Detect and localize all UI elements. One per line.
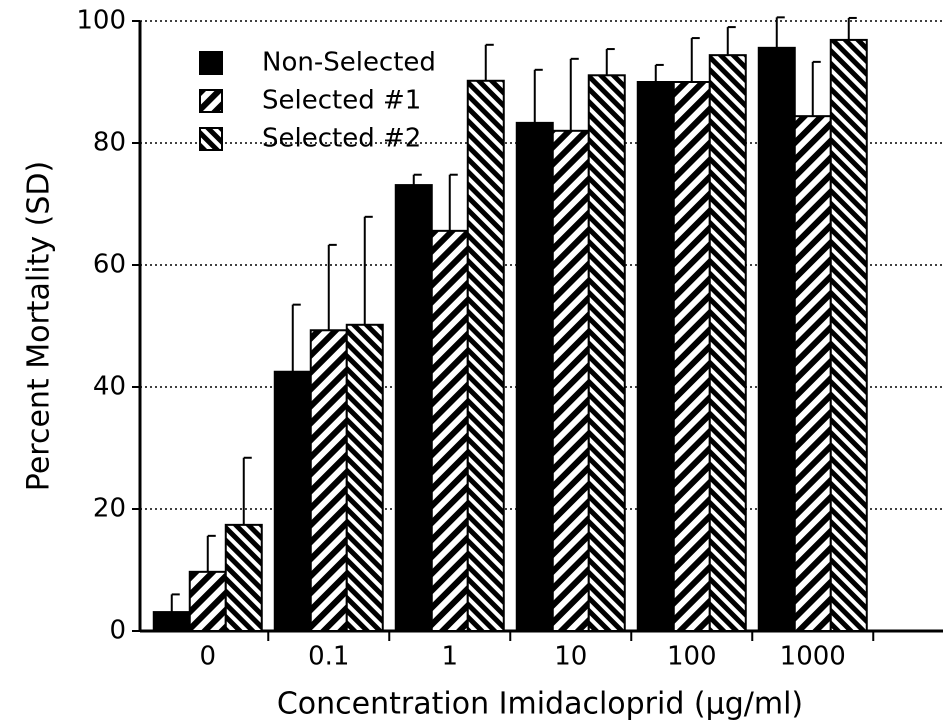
bar xyxy=(587,74,626,633)
bar xyxy=(188,570,227,633)
bar xyxy=(829,38,868,633)
legend-swatch xyxy=(199,89,223,113)
bar xyxy=(273,370,312,632)
legend-label: Non-Selected xyxy=(262,48,436,78)
bar xyxy=(708,54,747,633)
bar xyxy=(551,129,590,633)
y-axis-title: Percent Mortality (SD) xyxy=(22,161,57,491)
bar xyxy=(672,81,711,632)
legend-label: Selected #1 xyxy=(262,86,421,116)
bar xyxy=(152,611,191,633)
bar xyxy=(309,329,348,632)
x-tick-label: 0 xyxy=(199,642,216,672)
bar xyxy=(394,184,433,632)
bar xyxy=(757,46,796,632)
x-tick-label: 100 xyxy=(667,642,717,672)
y-tick-label: 100 xyxy=(76,6,126,36)
x-axis-title: Concentration Imidacloprid (μg/ml) xyxy=(277,687,803,722)
y-tick-label: 0 xyxy=(109,616,126,646)
x-tick-label: 10 xyxy=(554,642,587,672)
bar xyxy=(430,229,469,632)
x-tick-label: 0.1 xyxy=(308,642,349,672)
bar xyxy=(466,79,505,632)
legend-label: Selected #2 xyxy=(262,124,421,154)
y-tick-label: 20 xyxy=(93,494,126,524)
bar xyxy=(345,323,384,632)
y-tick-label: 60 xyxy=(93,250,126,280)
x-tick-label: 1000 xyxy=(780,642,846,672)
bar xyxy=(793,115,832,633)
x-tick-label: 1 xyxy=(441,642,458,672)
legend-swatch xyxy=(199,51,223,75)
bar xyxy=(224,523,263,632)
bar xyxy=(515,121,554,633)
y-tick-label: 80 xyxy=(93,128,126,158)
bar xyxy=(636,81,675,632)
y-tick-label: 40 xyxy=(93,372,126,402)
legend-swatch xyxy=(199,127,223,151)
